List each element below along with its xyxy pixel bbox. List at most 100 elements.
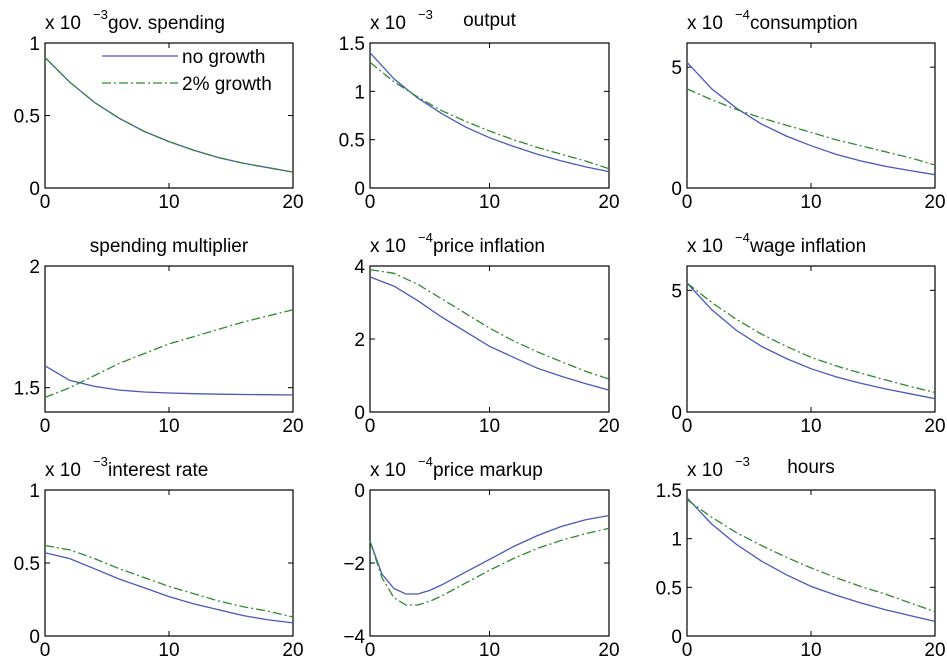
y-tick-label: 2: [29, 257, 40, 278]
x-tick-label: 10: [158, 416, 179, 437]
x-tick-label: 0: [682, 416, 693, 437]
y-tick-label: 0.5: [14, 554, 40, 575]
y-tick-label: 5: [671, 58, 682, 79]
axes-box: [369, 489, 610, 637]
x-tick-label: 0: [365, 192, 376, 213]
scale-multiplier: x 10: [687, 13, 723, 34]
y-tick-label: 1: [671, 530, 682, 551]
scale-multiplier: x 10: [45, 460, 81, 481]
legend: no growth 2% growth: [102, 47, 272, 95]
x-tick-label: 10: [479, 192, 500, 213]
y-tick-label: 0: [29, 627, 40, 648]
series-line-no-growth: [44, 552, 294, 624]
x-tick-label: 0: [682, 640, 693, 661]
y-tick-label: 0: [671, 627, 682, 648]
scale-exponent: −3: [418, 7, 433, 22]
y-tick-label: 0.5: [339, 131, 365, 152]
subplot-8: 0 10 20−4−20x 10 −4 price markup: [343, 454, 619, 661]
y-tick-label: 1.5: [656, 481, 682, 502]
subplot-4: 0 10 20 1.5 2 spending multiplier: [14, 236, 304, 437]
subplot-title: spending multiplier: [90, 236, 249, 257]
x-tick-label: 20: [924, 416, 945, 437]
y-tick-label: 0: [29, 179, 40, 200]
x-tick-label: 10: [800, 640, 821, 661]
series-line-no-growth: [686, 61, 936, 176]
series-line-no-growth: [369, 514, 610, 595]
x-tick-label: 10: [800, 416, 821, 437]
subplot-6: 0 10 20 0 5 x 10 −4 wage inflation: [671, 230, 945, 437]
axes-box: [686, 265, 936, 413]
subplot-7: 0 10 20 0 0.5 1x 10 −3 interest rate: [14, 454, 304, 661]
x-tick-label: 10: [158, 640, 179, 661]
axes-box: [369, 42, 610, 189]
y-tick-label: 2: [354, 330, 365, 351]
x-tick-label: 0: [365, 640, 376, 661]
subplot-1: 0 10 20 0 0.5 1x 10 −3 gov. spending no growth 2%…: [14, 7, 304, 213]
series-line-2pct-growth: [369, 268, 610, 380]
y-tick-label: 0: [354, 179, 365, 200]
y-tick-label: 1.5: [14, 379, 40, 400]
y-tick-label: 0: [671, 403, 682, 424]
scale-multiplier: x 10: [370, 236, 406, 257]
subplot-title: wage inflation: [749, 236, 866, 257]
axes-box: [686, 42, 936, 189]
series-line-2pct-growth: [44, 57, 294, 173]
scale-multiplier: x 10: [687, 236, 723, 257]
series-line-2pct-growth: [686, 88, 936, 166]
y-tick-label: −2: [343, 554, 365, 575]
y-tick-label: 0: [354, 403, 365, 424]
series-line-2pct-growth: [369, 527, 610, 606]
series-line-2pct-growth: [369, 61, 610, 170]
subplot-9: 0 10 20 0 0.5 1 1.5x 10 −3 hours: [656, 454, 946, 661]
x-tick-label: 20: [598, 416, 619, 437]
y-tick-label: 1: [29, 34, 40, 55]
series-line-no-growth: [369, 52, 610, 173]
scale-exponent: −3: [735, 454, 750, 469]
y-tick-label: −4: [343, 627, 365, 648]
x-tick-label: 10: [479, 416, 500, 437]
x-tick-label: 10: [800, 192, 821, 213]
y-tick-label: 0.5: [14, 107, 40, 128]
x-tick-label: 20: [282, 640, 303, 661]
x-tick-label: 0: [365, 416, 376, 437]
x-tick-label: 20: [924, 640, 945, 661]
series-line-2pct-growth: [44, 544, 294, 618]
scale-exponent: −4: [735, 7, 750, 22]
y-tick-label: 0: [354, 481, 365, 502]
subplot-title: output: [463, 10, 517, 31]
y-tick-label: 1: [354, 82, 365, 103]
scale-exponent: −4: [418, 230, 433, 245]
y-tick-label: 1: [29, 481, 40, 502]
subplot-2: 0 10 20 0 0.5 1 1.5x 10 −3 output: [339, 7, 620, 213]
scale-exponent: −4: [735, 230, 750, 245]
scale-exponent: −3: [93, 454, 108, 469]
x-tick-label: 0: [40, 416, 51, 437]
subplot-title: price markup: [433, 460, 543, 481]
scale-multiplier: x 10: [45, 13, 81, 34]
series-line-2pct-growth: [44, 309, 294, 399]
x-tick-label: 20: [924, 192, 945, 213]
axes-box: [44, 265, 294, 413]
series-line-2pct-growth: [686, 282, 936, 394]
axes-box: [369, 265, 610, 413]
subplot-title: hours: [787, 457, 835, 478]
scale-multiplier: x 10: [370, 460, 406, 481]
axes-box: [686, 489, 936, 637]
subplot-title: interest rate: [108, 460, 208, 481]
x-tick-label: 10: [479, 640, 500, 661]
x-tick-label: 20: [282, 416, 303, 437]
series-line-2pct-growth: [686, 499, 936, 613]
subplot-title: consumption: [750, 13, 858, 34]
legend-label: 2% growth: [182, 74, 272, 95]
subplot-title: gov. spending: [108, 13, 225, 34]
scale-exponent: −4: [418, 454, 433, 469]
x-tick-label: 20: [282, 192, 303, 213]
x-tick-label: 20: [598, 640, 619, 661]
series-line-no-growth: [44, 365, 294, 396]
scale-multiplier: x 10: [687, 460, 723, 481]
y-tick-label: 0: [671, 179, 682, 200]
legend-label: no growth: [182, 47, 265, 68]
scale-exponent: −3: [93, 7, 108, 22]
subplot-title: price inflation: [433, 236, 545, 257]
x-tick-label: 0: [40, 192, 51, 213]
